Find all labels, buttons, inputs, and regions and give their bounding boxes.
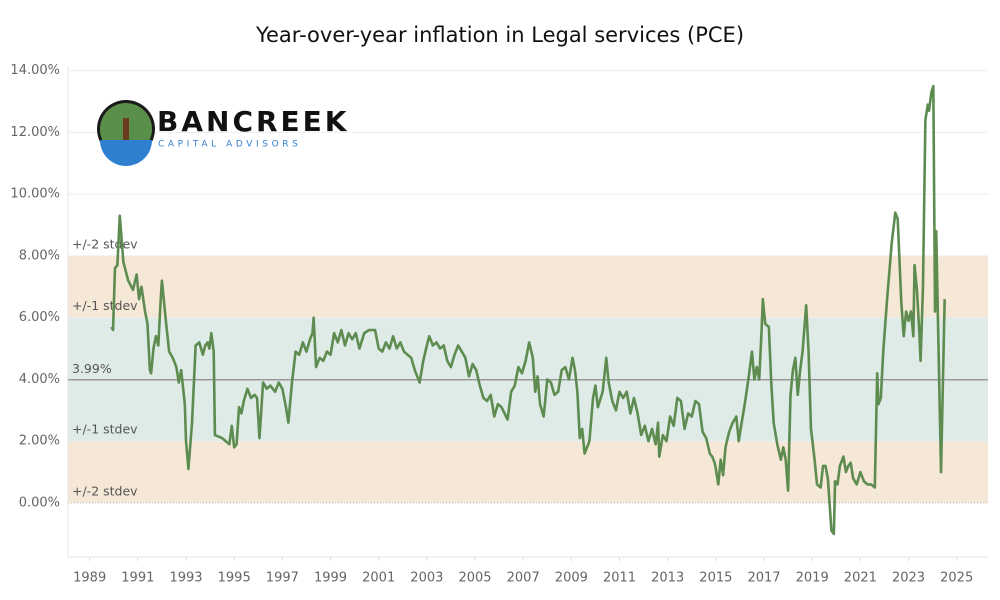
x-tick-label: 1999	[314, 571, 347, 586]
x-tick-label: 2019	[796, 571, 829, 586]
stdev-band	[68, 255, 988, 318]
band-label: +/-1 stdev	[72, 298, 138, 313]
x-tick-label: 2005	[458, 571, 491, 586]
y-tick-label: 8.00%	[19, 248, 60, 263]
band-label: +/-2 stdev	[72, 236, 138, 251]
y-tick-label: 6.00%	[19, 310, 60, 325]
y-tick-label: 14.00%	[10, 63, 60, 78]
x-tick-label: 2015	[699, 571, 732, 586]
x-tick-label: 1995	[218, 571, 251, 586]
x-tick-label: 2007	[507, 571, 540, 586]
band-label: +/-2 stdev	[72, 483, 138, 498]
mean-label: 3.99%	[72, 361, 112, 376]
x-tick-label: 2001	[362, 571, 395, 586]
y-tick-label: 10.00%	[10, 187, 60, 202]
x-tick-label: 1989	[73, 571, 106, 586]
x-tick-label: 2003	[410, 571, 443, 586]
logo-trunk	[123, 118, 129, 140]
band-label: +/-1 stdev	[72, 422, 138, 437]
logo-water	[100, 140, 152, 166]
y-tick-label: 4.00%	[19, 372, 60, 387]
x-tick-label: 2011	[603, 571, 636, 586]
x-tick-label: 1993	[169, 571, 202, 586]
stdev-band	[68, 441, 988, 503]
x-tick-label: 2023	[892, 571, 925, 586]
logo-text: BANCREEK	[157, 105, 350, 138]
x-tick-label: 2017	[747, 571, 780, 586]
x-tick-label: 2013	[651, 571, 684, 586]
x-tick-label: 2021	[844, 571, 877, 586]
chart-title: Year-over-year inflation in Legal servic…	[255, 23, 744, 47]
logo-subtext: CAPITAL ADVISORS	[158, 140, 301, 150]
x-tick-label: 2009	[555, 571, 588, 586]
x-tick-label: 1997	[266, 571, 299, 586]
plot-area: 0.00% 2.00% 4.00% 6.00% 8.00% 10.00% 12.00% 14.…	[10, 63, 988, 586]
y-tick-label: 12.00%	[10, 125, 60, 140]
y-tick-label: 0.00%	[19, 495, 60, 510]
y-tick-label: 2.00%	[19, 434, 60, 449]
data-line	[110, 84, 946, 536]
x-tick-label: 2025	[940, 571, 973, 586]
x-tick-label: 1991	[121, 571, 154, 586]
logo: BANCREEK CAPITAL ADVISORS	[97, 100, 350, 166]
